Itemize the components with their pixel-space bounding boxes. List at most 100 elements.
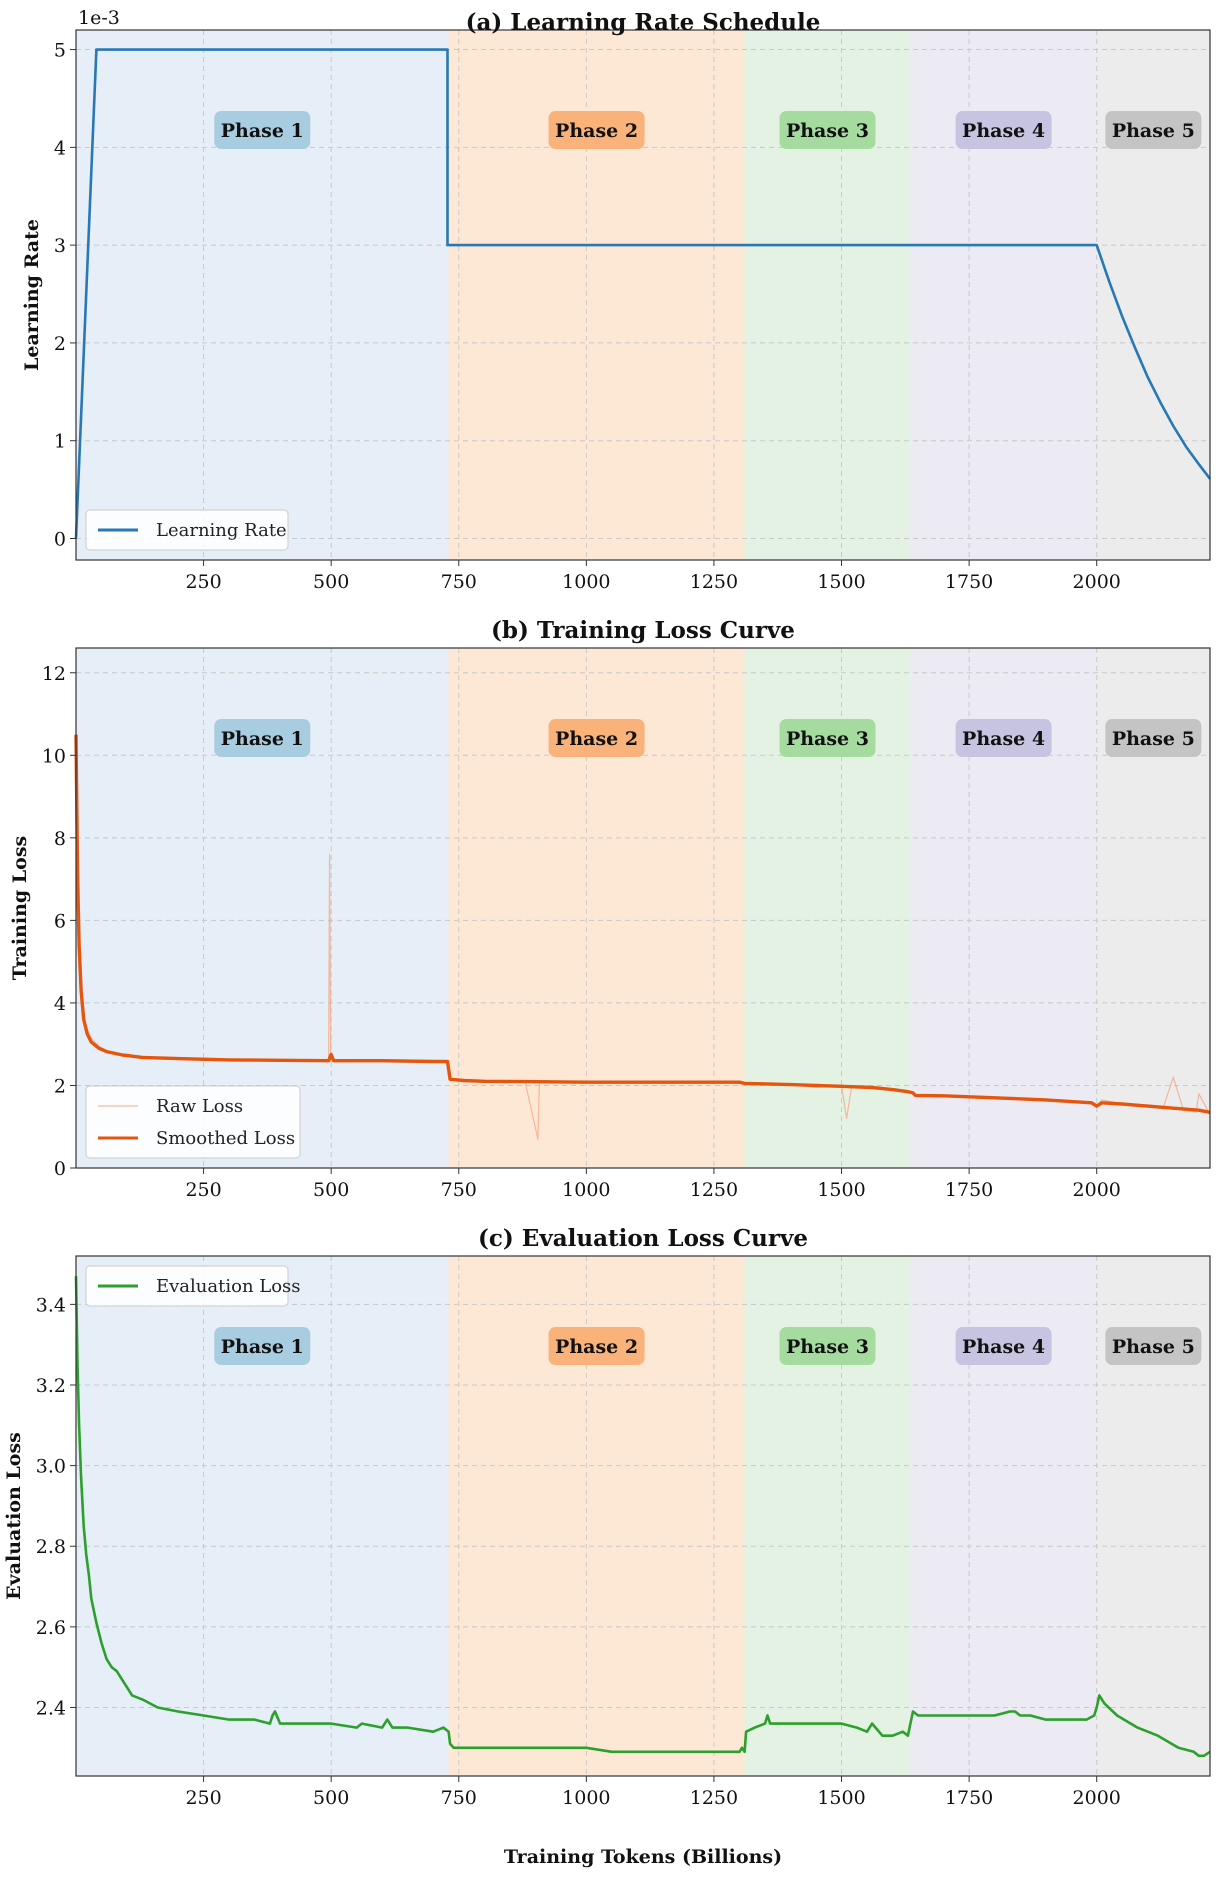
phase-badge <box>548 111 645 149</box>
phase-region <box>76 30 449 560</box>
phase-label: Phase 1 <box>221 120 304 142</box>
y-tick-label: 8 <box>54 828 66 850</box>
x-tick-label: 1500 <box>817 1179 865 1201</box>
chart-panel-2: Phase 1 Phase 2 Phase 3 Phase 4 Phase 5 250 50… <box>9 617 1211 1201</box>
series-line-learning-rate <box>74 48 1212 539</box>
phase-label: Phase 5 <box>1112 1336 1195 1358</box>
plot-frame <box>75 647 1211 1169</box>
legend-box <box>85 509 289 551</box>
phase-badge <box>548 1327 645 1365</box>
phase-label: Phase 4 <box>962 1336 1045 1358</box>
plot-frame <box>75 29 1211 561</box>
phase-badge <box>955 1327 1052 1365</box>
y-tick-label: 2 <box>54 333 66 355</box>
y-tick-label: 3 <box>54 235 66 257</box>
x-tick-label: 750 <box>441 1179 477 1201</box>
x-tick-label: 2000 <box>1073 1787 1121 1809</box>
x-tick-label: 500 <box>313 1787 349 1809</box>
y-tick-label: 4 <box>54 137 66 159</box>
phase-label: Phase 3 <box>786 728 869 750</box>
phase-badge <box>548 719 645 757</box>
y-tick-label: 5 <box>54 40 66 62</box>
y-tick-label: 10 <box>42 745 66 767</box>
phase-region <box>744 30 911 560</box>
x-tick-label: 1750 <box>945 571 993 593</box>
y-multiplier-label: 1e-3 <box>78 7 120 29</box>
legend-label: Evaluation Loss <box>156 1276 301 1297</box>
phase-label: Phase 3 <box>786 1336 869 1358</box>
x-tick-label: 2000 <box>1073 571 1121 593</box>
y-tick-label: 4 <box>54 993 66 1015</box>
phase-label: Phase 4 <box>962 120 1045 142</box>
y-tick-label: 6 <box>54 910 66 932</box>
x-tick-label: 250 <box>185 1787 221 1809</box>
phase-label: Phase 5 <box>1112 120 1195 142</box>
x-tick-label: 1500 <box>817 571 865 593</box>
y-tick-label: 0 <box>54 528 66 550</box>
y-tick-label: 2.4 <box>36 1697 66 1719</box>
legend-box <box>85 1085 301 1159</box>
legend-label: Learning Rate <box>156 520 287 541</box>
phase-region <box>910 30 1097 560</box>
series-line-evaluation-loss <box>74 1276 1211 1758</box>
phase-label: Phase 1 <box>221 1336 304 1358</box>
legend: Raw Loss Smoothed Loss <box>85 1085 301 1159</box>
x-tick-label: 1000 <box>562 1787 610 1809</box>
chart-title: (c) Evaluation Loss Curve <box>478 1225 808 1252</box>
x-tick-label: 750 <box>441 571 477 593</box>
y-tick-label: 3.2 <box>36 1375 66 1397</box>
x-axis-label: Training Tokens (Billions) <box>504 1846 782 1868</box>
y-tick-label: 3.0 <box>36 1456 66 1478</box>
x-tick-label: 1000 <box>562 1179 610 1201</box>
phase-label: Phase 5 <box>1112 728 1195 750</box>
x-tick-label: 2000 <box>1073 1179 1121 1201</box>
x-tick-label: 1500 <box>817 1787 865 1809</box>
x-tick-label: 500 <box>313 571 349 593</box>
phase-region <box>448 30 745 560</box>
series-line-smoothed-loss <box>74 734 1211 1114</box>
chart-title: (b) Training Loss Curve <box>491 617 795 644</box>
phase-label: Phase 4 <box>962 728 1045 750</box>
phase-badge <box>214 1327 311 1365</box>
phase-badge <box>1105 1327 1202 1365</box>
chart-panel-3: Phase 1 Phase 2 Phase 3 Phase 4 Phase 5 250 50… <box>3 1225 1211 1809</box>
x-tick-label: 1250 <box>690 571 738 593</box>
phase-badge <box>1105 719 1202 757</box>
phase-label: Phase 2 <box>555 728 638 750</box>
legend: Learning Rate <box>85 509 289 551</box>
plot-frame <box>75 1255 1211 1777</box>
phase-badge <box>214 111 311 149</box>
x-tick-label: 250 <box>185 1179 221 1201</box>
phase-label: Phase 2 <box>555 1336 638 1358</box>
y-tick-label: 3.4 <box>36 1294 66 1316</box>
phase-badge <box>955 111 1052 149</box>
phase-badge <box>779 719 876 757</box>
y-tick-label: 1 <box>54 431 66 453</box>
phase-badge <box>779 111 876 149</box>
y-axis-label: Learning Rate <box>21 219 43 371</box>
phase-badge <box>214 719 311 757</box>
legend: Evaluation Loss <box>85 1265 301 1307</box>
x-tick-label: 1750 <box>945 1179 993 1201</box>
chart-title: (a) Learning Rate Schedule <box>466 9 821 36</box>
x-tick-label: 250 <box>185 571 221 593</box>
y-axis-label: Evaluation Loss <box>3 1432 25 1600</box>
legend-label: Smoothed Loss <box>156 1128 295 1149</box>
x-tick-label: 750 <box>441 1787 477 1809</box>
legend-label: Raw Loss <box>156 1096 243 1117</box>
y-axis-label: Training Loss <box>9 836 31 980</box>
phase-badge <box>1105 111 1202 149</box>
x-tick-label: 1000 <box>562 571 610 593</box>
phase-badge <box>955 719 1052 757</box>
legend-box <box>85 1265 289 1307</box>
phase-label: Phase 1 <box>221 728 304 750</box>
x-tick-label: 1250 <box>690 1179 738 1201</box>
phase-label: Phase 2 <box>555 120 638 142</box>
phase-label: Phase 3 <box>786 120 869 142</box>
y-tick-label: 2.6 <box>36 1617 66 1639</box>
y-tick-label: 2.8 <box>36 1536 66 1558</box>
y-tick-label: 0 <box>54 1158 66 1180</box>
